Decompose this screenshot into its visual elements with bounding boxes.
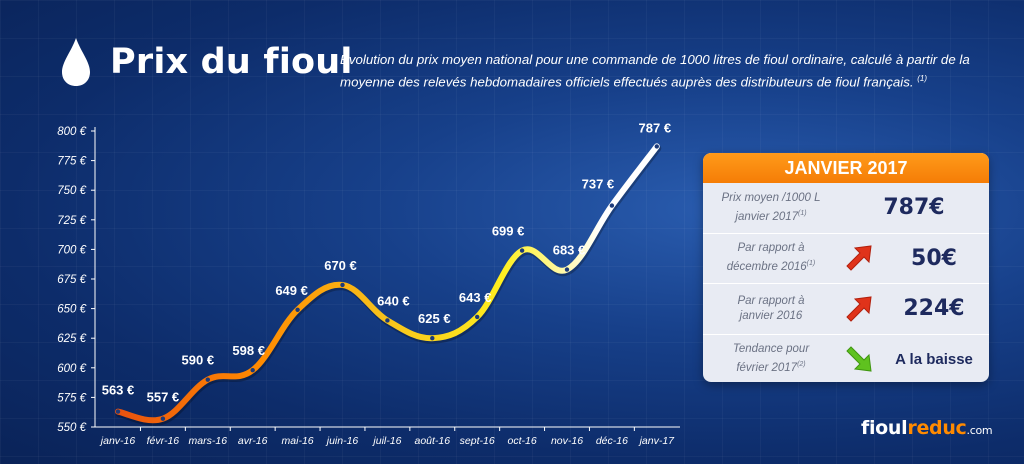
row-label: Par rapport à décembre 2016(1) [703,241,839,275]
chart-data-labels: 563 € 557 € 590 € 598 € 649 € 670 € 640 € 625 €… [102,120,671,404]
data-value-label: 598 € [232,343,265,358]
data-value-label: 670 € [324,258,357,273]
data-value-label: 590 € [182,353,215,368]
x-tick-label: janv-17 [638,435,676,447]
row-label-line2: janvier 2017 [735,210,799,223]
data-point [205,377,210,382]
y-tick-label: 800 € [57,126,86,138]
data-point [160,416,166,421]
y-tick-label: 575 € [57,392,86,404]
x-tick-label: janv-16 [99,435,136,447]
price-line-chart: 550 € 575 € 600 € 625 € 650 € 675 € 700 € 725 €… [57,120,680,447]
data-point [250,367,255,373]
panel-row-vs-january: Par rapport à janvier 2016 224€ [703,284,989,335]
x-tick-label: avr-16 [238,435,268,447]
row-value-vs-january: 224€ [903,296,965,322]
data-point [519,248,525,253]
y-tick-label: 625 € [57,333,86,345]
page-title: Prix du fioul [110,42,353,82]
x-tick-label: mars-16 [189,435,228,447]
brand-part-com: .com [966,424,993,437]
data-value-label: 787 € [639,120,672,135]
summary-panel: JANVIER 2017 Prix moyen /1000 L janvier … [703,153,989,382]
chart-description: Evolution du prix moyen national pour un… [340,50,1000,91]
data-value-label: 563 € [102,383,135,398]
row-label: Par rapport à janvier 2016 [703,294,839,324]
data-point [385,318,390,323]
brand-part-fioul: fioul [861,417,908,439]
row-footnote: (1) [798,209,807,217]
data-point [564,267,570,272]
description-text: Evolution du prix moyen national pour un… [340,52,970,90]
brand-part-reduc: reduc [907,417,967,439]
row-value-price: 787€ [883,195,945,221]
row-label-line2: février 2017 [736,362,798,375]
row-footnote: (2) [797,361,806,369]
series-line-shadow [115,144,662,426]
row-value-trend: A la baisse [895,350,973,368]
y-tick-label: 650 € [57,304,86,316]
y-tick-label: 700 € [57,244,86,256]
panel-row-price: Prix moyen /1000 L janvier 2017(1) 787€ [703,183,989,234]
data-value-label: 683 € [553,243,586,258]
panel-header: JANVIER 2017 [703,153,989,183]
data-point [654,144,659,149]
data-value-label: 643 € [459,290,492,305]
y-tick-label: 725 € [57,215,86,227]
data-point [609,203,615,208]
chart-series [115,143,662,426]
row-footnote: (1) [806,260,816,268]
x-tick-label: déc-16 [596,435,628,447]
data-value-label: 737 € [582,177,615,192]
x-tick-label: févr-16 [147,435,180,447]
x-tick-label: oct-16 [508,435,537,447]
data-value-label: 640 € [377,293,410,308]
arrow-down-right-green-icon [839,339,879,379]
description-footnote: (1) [917,74,928,83]
row-label-line1: Tendance pour [732,343,810,356]
arrow-up-right-red-icon [839,238,879,278]
x-tick-label: sept-16 [460,435,495,447]
x-tick-label: août-16 [414,435,450,447]
row-label-line2: décembre 2016 [726,261,807,274]
row-label-line1: Par rapport à [737,294,805,307]
row-label-line1: Prix moyen /1000 L [721,191,821,204]
data-value-label: 625 € [418,311,451,326]
x-tick-label: mai-16 [282,435,314,447]
row-value-vs-december: 50€ [911,245,957,271]
data-point [430,336,435,341]
y-tick-label: 675 € [57,274,86,286]
row-label-line2: janvier 2016 [739,309,803,322]
row-label-line1: Par rapport à [737,242,805,255]
data-point [115,409,121,414]
arrow-up-right-red-icon [839,289,879,329]
fuel-drop-icon [62,38,90,86]
data-point [475,314,480,320]
series-line [115,143,660,424]
y-tick-label: 750 € [57,185,86,197]
page-header: Prix du fioul [60,36,353,88]
x-tick-label: nov-16 [551,435,583,447]
data-value-label: 699 € [492,224,525,239]
brand-logo[interactable]: fioulreduc.com [861,417,993,439]
x-tick-label: juil-16 [371,435,401,447]
data-value-label: 649 € [275,283,308,298]
y-tick-label: 775 € [57,156,86,168]
panel-row-trend: Tendance pour février 2017(2) A la baiss… [703,335,989,383]
data-point [340,282,345,288]
y-tick-label: 550 € [57,422,86,434]
data-point [295,307,300,312]
x-tick-label: juin-16 [325,435,359,447]
row-label: Tendance pour février 2017(2) [703,342,839,376]
row-label: Prix moyen /1000 L janvier 2017(1) [703,191,839,225]
y-tick-label: 600 € [57,363,86,375]
data-value-label: 557 € [147,390,180,405]
panel-row-vs-december: Par rapport à décembre 2016(1) 50€ [703,234,989,284]
chart-axes: 550 € 575 € 600 € 625 € 650 € 675 € 700 € 725 €… [57,126,680,447]
